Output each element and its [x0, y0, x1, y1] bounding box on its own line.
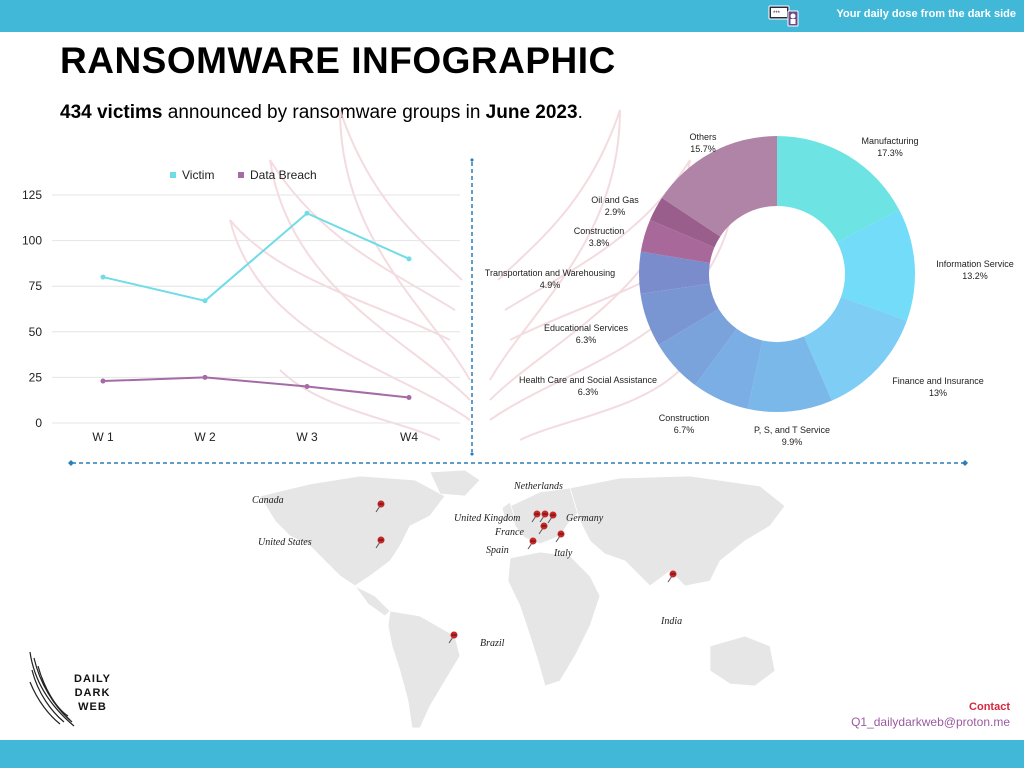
legend-swatch: [170, 172, 176, 178]
y-tick-label: 0: [35, 416, 42, 430]
slice-value: 4.9%: [540, 280, 561, 290]
slice-value: 17.3%: [877, 148, 903, 158]
x-tick-label: W 3: [296, 430, 318, 444]
svg-text:***: ***: [773, 11, 781, 17]
brand-line-daily: DAILY: [74, 672, 111, 686]
slice-value: 9.9%: [782, 437, 803, 447]
australia-shape: [710, 636, 775, 686]
series-line: [103, 377, 409, 397]
slice-label: Construction: [659, 413, 710, 423]
data-point: [305, 211, 310, 216]
south-america-shape: [388, 611, 460, 728]
slice-value: 15.7%: [690, 144, 716, 154]
map-label-united-states: United States: [258, 537, 312, 548]
x-tick-label: W4: [400, 430, 418, 444]
slice-value: 6.3%: [576, 335, 597, 345]
line-chart-series: [101, 211, 412, 400]
contact-email[interactable]: Q1_dailydarkweb@proton.me: [851, 715, 1010, 729]
slice-label: Others: [689, 132, 717, 142]
legend-label: Data Breach: [250, 168, 317, 182]
slice-value: 6.3%: [578, 387, 599, 397]
line-chart-x-axis: W 1 W 2 W 3 W4: [92, 430, 418, 444]
slice-value: 13%: [929, 388, 947, 398]
y-tick-label: 50: [29, 325, 43, 339]
slice-value: 3.8%: [589, 238, 610, 248]
donut-slices: [639, 136, 915, 412]
slice-label: Manufacturing: [861, 136, 918, 146]
map-label-germany: Germany: [566, 513, 603, 524]
line-chart-grid: [52, 195, 460, 423]
slice-value: 13.2%: [962, 271, 988, 281]
slice-label: Health Care and Social Assistance: [519, 375, 657, 385]
africa-shape: [508, 552, 600, 686]
data-point: [203, 375, 208, 380]
map-label-india: India: [661, 616, 682, 627]
map-label-italy: Italy: [554, 548, 572, 559]
slice-value: 6.7%: [674, 425, 695, 435]
y-tick-label: 125: [22, 188, 42, 202]
x-tick-label: W 1: [92, 430, 114, 444]
contact-label: Contact: [851, 701, 1010, 713]
central-america-shape: [355, 586, 390, 616]
x-tick-label: W 2: [194, 430, 216, 444]
map-label-france: France: [495, 527, 524, 538]
slice-label: Information Service: [936, 259, 1014, 269]
map-label-netherlands: Netherlands: [514, 481, 563, 492]
slice-label: Oil and Gas: [591, 195, 639, 205]
data-point: [101, 275, 106, 280]
brand-text: DAILY DARK WEB: [74, 672, 111, 714]
line-chart-y-axis: 0 25 50 75 100 125: [22, 188, 42, 430]
slice-value: 2.9%: [605, 207, 626, 217]
map-pin-icon: [668, 571, 677, 583]
map-label-canada: Canada: [252, 495, 284, 506]
subtitle-count: 434 victims: [60, 102, 162, 123]
y-tick-label: 75: [29, 279, 43, 293]
slice-label: Construction: [574, 226, 625, 236]
slice-label: Transportation and Warehousing: [485, 268, 615, 278]
data-point: [203, 298, 208, 303]
slice-label: P, S, and T Service: [754, 425, 830, 435]
donut-chart: Manufacturing 17.3% Information Service 13.…: [470, 126, 1024, 456]
brand-line-dark: DARK: [74, 686, 111, 700]
line-chart-legend: Victim Data Breach: [170, 168, 317, 182]
data-point: [305, 384, 310, 389]
slice-label: Finance and Insurance: [892, 376, 984, 386]
map-label-brazil: Brazil: [480, 638, 504, 649]
world-map: [240, 466, 800, 736]
y-tick-label: 25: [29, 370, 43, 384]
north-america-shape: [260, 476, 445, 586]
data-point: [101, 379, 106, 384]
y-tick-label: 100: [22, 234, 42, 248]
bottom-banner: [0, 740, 1024, 768]
map-label-spain: Spain: [486, 545, 509, 556]
legend-swatch: [238, 172, 244, 178]
contact-block: Contact Q1_dailydarkweb@proton.me: [851, 701, 1010, 729]
data-point: [407, 256, 412, 261]
data-point: [407, 395, 412, 400]
legend-label: Victim: [182, 168, 214, 182]
map-label-united-kingdom: United Kingdom: [454, 513, 520, 524]
brand-line-web: WEB: [74, 700, 111, 714]
hacker-laptop-icon: ***: [768, 5, 800, 27]
series-line: [103, 213, 409, 301]
asia-shape: [570, 476, 785, 586]
slice-label: Educational Services: [544, 323, 629, 333]
tagline: Your daily dose from the dark side: [836, 8, 1016, 20]
